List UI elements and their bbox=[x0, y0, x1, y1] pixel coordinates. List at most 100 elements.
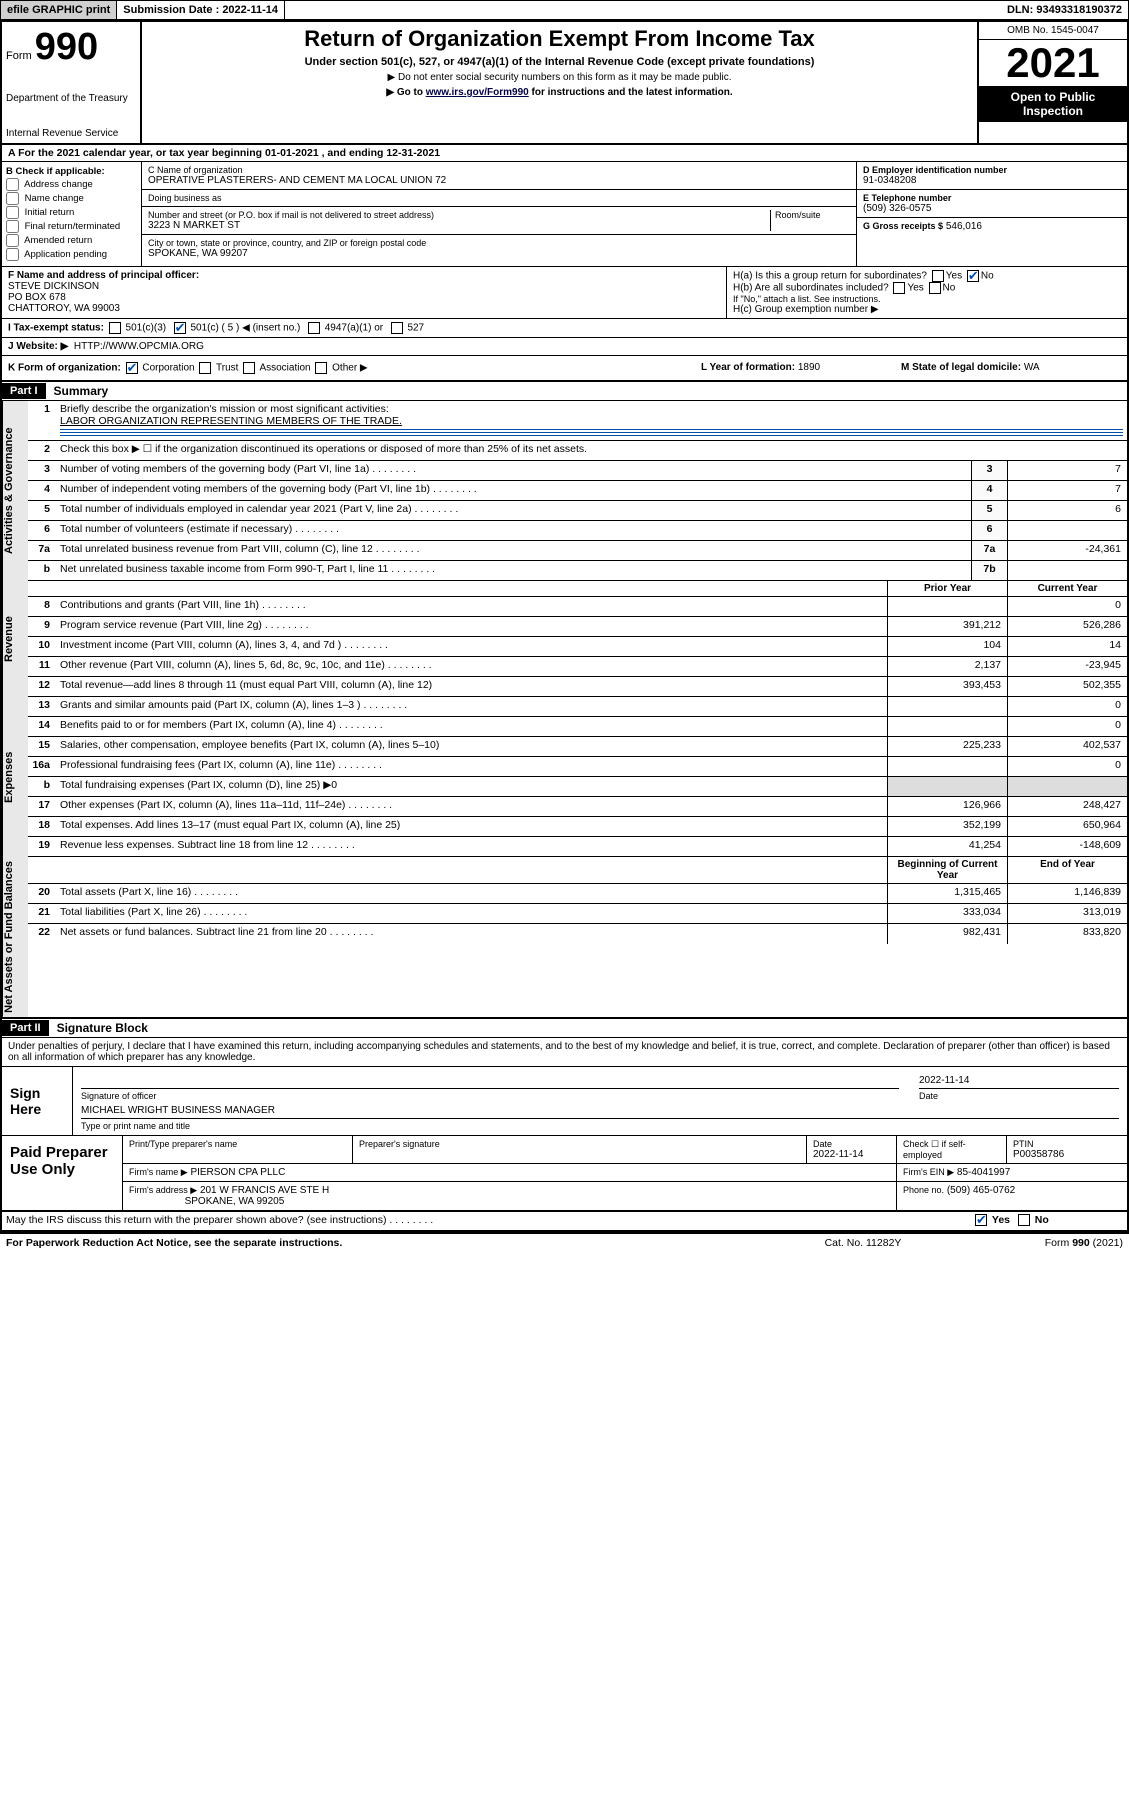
l16b: Total fundraising expenses (Part IX, col… bbox=[56, 777, 887, 796]
l13: Grants and similar amounts paid (Part IX… bbox=[56, 697, 887, 716]
chk-name-change[interactable]: Name change bbox=[6, 192, 137, 205]
chk-initial-return[interactable]: Initial return bbox=[6, 206, 137, 219]
may-no-checkbox[interactable] bbox=[1018, 1214, 1030, 1226]
firm-name: PIERSON CPA PLLC bbox=[190, 1167, 285, 1178]
k-other-checkbox[interactable] bbox=[315, 362, 327, 374]
q7a-text: Total unrelated business revenue from Pa… bbox=[56, 541, 971, 560]
col-end: End of Year bbox=[1007, 857, 1127, 883]
i-501c3-checkbox[interactable] bbox=[109, 322, 121, 334]
row-f-h: F Name and address of principal officer:… bbox=[2, 267, 1127, 319]
q7b-text: Net unrelated business taxable income fr… bbox=[56, 561, 971, 580]
k-assoc-checkbox[interactable] bbox=[243, 362, 255, 374]
side-net: Net Assets or Fund Balances bbox=[2, 857, 28, 1017]
sign-date: 2022-11-14 bbox=[919, 1073, 1119, 1089]
tax-year: 2021 bbox=[979, 40, 1127, 86]
k-trust-checkbox[interactable] bbox=[199, 362, 211, 374]
dept-treasury: Department of the Treasury bbox=[6, 93, 136, 104]
l20: Total assets (Part X, line 16) bbox=[56, 884, 887, 903]
officer-name: STEVE DICKINSON bbox=[8, 281, 720, 292]
q4-text: Number of independent voting members of … bbox=[56, 481, 971, 500]
l18: Total expenses. Add lines 13–17 (must eq… bbox=[56, 817, 887, 836]
l-label: L Year of formation: bbox=[701, 362, 795, 373]
firm-addr-lbl: Firm's address ▶ bbox=[129, 1185, 197, 1195]
may-yes-checkbox[interactable] bbox=[975, 1214, 987, 1226]
efile-print-button[interactable]: efile GRAPHIC print bbox=[1, 1, 117, 19]
prep-selfemp: Check ☐ if self-employed bbox=[903, 1139, 1000, 1160]
tel-value: (509) 326-0575 bbox=[863, 203, 1121, 214]
c21: 313,019 bbox=[1007, 904, 1127, 923]
instructions-link[interactable]: www.irs.gov/Form990 bbox=[426, 87, 529, 98]
open-to-public: Open to Public Inspection bbox=[979, 86, 1127, 122]
paid-preparer-block: Paid Preparer Use Only Print/Type prepar… bbox=[2, 1136, 1127, 1212]
dba-label: Doing business as bbox=[148, 193, 850, 203]
header-center: Return of Organization Exempt From Incom… bbox=[142, 22, 977, 143]
i-label: I Tax-exempt status: bbox=[8, 323, 104, 334]
c14: 0 bbox=[1007, 717, 1127, 736]
col-begin: Beginning of Current Year bbox=[887, 857, 1007, 883]
chk-amended[interactable]: Amended return bbox=[6, 234, 137, 247]
k-corp-checkbox[interactable] bbox=[126, 362, 138, 374]
ha-yes-checkbox[interactable] bbox=[932, 270, 944, 282]
i-501c-checkbox[interactable] bbox=[174, 322, 186, 334]
chk-final-return[interactable]: Final return/terminated bbox=[6, 220, 137, 233]
i-527-checkbox[interactable] bbox=[391, 322, 403, 334]
ptin-lbl: PTIN bbox=[1013, 1139, 1121, 1149]
goto-pre: ▶ Go to bbox=[386, 87, 425, 98]
page-footer: For Paperwork Reduction Act Notice, see … bbox=[0, 1234, 1129, 1252]
l8: Contributions and grants (Part VIII, lin… bbox=[56, 597, 887, 616]
chk-address-change[interactable]: Address change bbox=[6, 178, 137, 191]
state-domicile: WA bbox=[1024, 362, 1040, 373]
header-subtitle-3: ▶ Go to www.irs.gov/Form990 for instruct… bbox=[146, 87, 973, 98]
p22: 982,431 bbox=[887, 924, 1007, 944]
website-url: HTTP://WWW.OPCMIA.ORG bbox=[74, 341, 204, 352]
expenses-section: Expenses 13Grants and similar amounts pa… bbox=[2, 697, 1127, 857]
c20: 1,146,839 bbox=[1007, 884, 1127, 903]
irs-label: Internal Revenue Service bbox=[6, 128, 136, 139]
l21: Total liabilities (Part X, line 26) bbox=[56, 904, 887, 923]
p14 bbox=[887, 717, 1007, 736]
paid-preparer-label: Paid Preparer Use Only bbox=[2, 1136, 122, 1210]
c19: -148,609 bbox=[1007, 837, 1127, 856]
hb-label: H(b) Are all subordinates included? bbox=[733, 283, 889, 294]
i-4947-checkbox[interactable] bbox=[308, 322, 320, 334]
may-discuss-text: May the IRS discuss this return with the… bbox=[2, 1212, 967, 1230]
sig-officer-label: Signature of officer bbox=[81, 1091, 899, 1101]
year-formation: 1890 bbox=[798, 362, 820, 373]
l22: Net assets or fund balances. Subtract li… bbox=[56, 924, 887, 944]
l16a: Professional fundraising fees (Part IX, … bbox=[56, 757, 887, 776]
side-expenses: Expenses bbox=[2, 697, 28, 857]
hc-label: H(c) Group exemption number ▶ bbox=[733, 304, 1121, 315]
form-ref: Form 990 (2021) bbox=[963, 1237, 1123, 1249]
penalty-text: Under penalties of perjury, I declare th… bbox=[2, 1038, 1127, 1067]
section-c: C Name of organization OPERATIVE PLASTER… bbox=[142, 162, 857, 266]
sign-here-block: Sign Here Signature of officer 2022-11-1… bbox=[2, 1067, 1127, 1136]
ein-value: 91-0348208 bbox=[863, 175, 1121, 186]
chk-app-pending[interactable]: Application pending bbox=[6, 248, 137, 261]
q6-text: Total number of volunteers (estimate if … bbox=[56, 521, 971, 540]
l12: Total revenue—add lines 8 through 11 (mu… bbox=[56, 677, 887, 696]
sign-date-label: Date bbox=[919, 1091, 1119, 1101]
p12: 393,453 bbox=[887, 677, 1007, 696]
revenue-section: Revenue Prior YearCurrent Year 8Contribu… bbox=[2, 581, 1127, 697]
section-h: H(a) Is this a group return for subordin… bbox=[727, 267, 1127, 318]
row-a-tax-year: A For the 2021 calendar year, or tax yea… bbox=[2, 145, 1127, 162]
l14: Benefits paid to or for members (Part IX… bbox=[56, 717, 887, 736]
v4: 7 bbox=[1007, 481, 1127, 500]
side-governance: Activities & Governance bbox=[2, 401, 28, 581]
c16b bbox=[1007, 777, 1127, 796]
hb-no-checkbox[interactable] bbox=[929, 282, 941, 294]
p19: 41,254 bbox=[887, 837, 1007, 856]
q3-text: Number of voting members of the governin… bbox=[56, 461, 971, 480]
hb-yes-checkbox[interactable] bbox=[893, 282, 905, 294]
paperwork-notice: For Paperwork Reduction Act Notice, see … bbox=[6, 1237, 763, 1249]
c8: 0 bbox=[1007, 597, 1127, 616]
part-1-header-row: Part I Summary bbox=[2, 382, 1127, 401]
c18: 650,964 bbox=[1007, 817, 1127, 836]
ha-no-checkbox[interactable] bbox=[967, 270, 979, 282]
section-f: F Name and address of principal officer:… bbox=[2, 267, 727, 318]
city-label: City or town, state or province, country… bbox=[148, 238, 850, 248]
p11: 2,137 bbox=[887, 657, 1007, 676]
firm-addr1: 201 W FRANCIS AVE STE H bbox=[200, 1185, 329, 1196]
firm-addr2: SPOKANE, WA 99205 bbox=[185, 1196, 285, 1207]
gross-label: G Gross receipts $ bbox=[863, 221, 943, 231]
